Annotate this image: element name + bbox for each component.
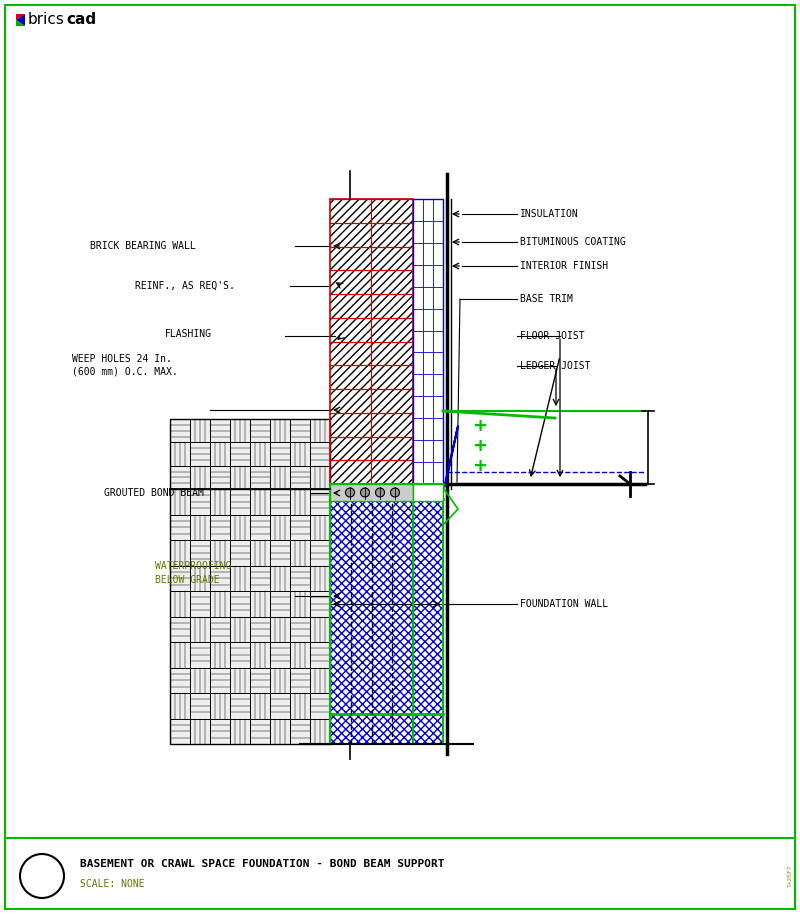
- Text: WATERPROOFING: WATERPROOFING: [155, 561, 231, 571]
- Polygon shape: [16, 14, 25, 26]
- Text: BITUMINOUS COATING: BITUMINOUS COATING: [520, 237, 626, 247]
- Text: cad: cad: [66, 13, 96, 27]
- Text: GROUTED BOND BEAM: GROUTED BOND BEAM: [104, 488, 204, 498]
- Polygon shape: [16, 20, 25, 26]
- Text: FLOOR JOIST: FLOOR JOIST: [520, 331, 585, 341]
- Bar: [413, 484, 443, 501]
- Bar: [330, 199, 413, 484]
- Text: +: +: [473, 437, 487, 455]
- Text: REINF., AS REQ'S.: REINF., AS REQ'S.: [135, 281, 235, 291]
- Bar: [330, 484, 413, 501]
- Bar: [413, 484, 443, 744]
- Bar: [330, 199, 413, 484]
- Bar: [330, 484, 413, 744]
- Bar: [413, 484, 443, 744]
- Text: BRICK BEARING WALL: BRICK BEARING WALL: [90, 241, 196, 251]
- Text: T+25F7: T+25F7: [788, 865, 793, 887]
- Bar: [413, 484, 443, 744]
- Text: FLASHING: FLASHING: [165, 329, 212, 339]
- Bar: [330, 484, 413, 744]
- Text: LEDGER JOIST: LEDGER JOIST: [520, 361, 590, 371]
- Polygon shape: [16, 14, 25, 20]
- Text: (600 mm) O.C. MAX.: (600 mm) O.C. MAX.: [72, 367, 178, 377]
- Text: FOUNDATION WALL: FOUNDATION WALL: [520, 599, 608, 609]
- Text: SCALE: NONE: SCALE: NONE: [80, 879, 145, 889]
- Text: INTERIOR FINISH: INTERIOR FINISH: [520, 261, 608, 271]
- Text: BASEMENT OR CRAWL SPACE FOUNDATION - BOND BEAM SUPPORT: BASEMENT OR CRAWL SPACE FOUNDATION - BON…: [80, 859, 445, 869]
- Circle shape: [375, 488, 385, 497]
- Bar: [413, 199, 443, 484]
- Text: INSULATION: INSULATION: [520, 209, 578, 219]
- Bar: [170, 489, 330, 744]
- Bar: [330, 484, 413, 744]
- Text: WEEP HOLES 24 In.: WEEP HOLES 24 In.: [72, 354, 172, 364]
- Text: +: +: [473, 457, 487, 475]
- Bar: [170, 419, 330, 489]
- Bar: [413, 199, 443, 484]
- Circle shape: [346, 488, 354, 497]
- Circle shape: [361, 488, 370, 497]
- Text: BASE TRIM: BASE TRIM: [520, 294, 573, 304]
- Text: brics: brics: [28, 13, 65, 27]
- Text: BELOW GRADE: BELOW GRADE: [155, 575, 220, 585]
- Text: +: +: [473, 417, 487, 435]
- Bar: [330, 199, 413, 484]
- Circle shape: [390, 488, 399, 497]
